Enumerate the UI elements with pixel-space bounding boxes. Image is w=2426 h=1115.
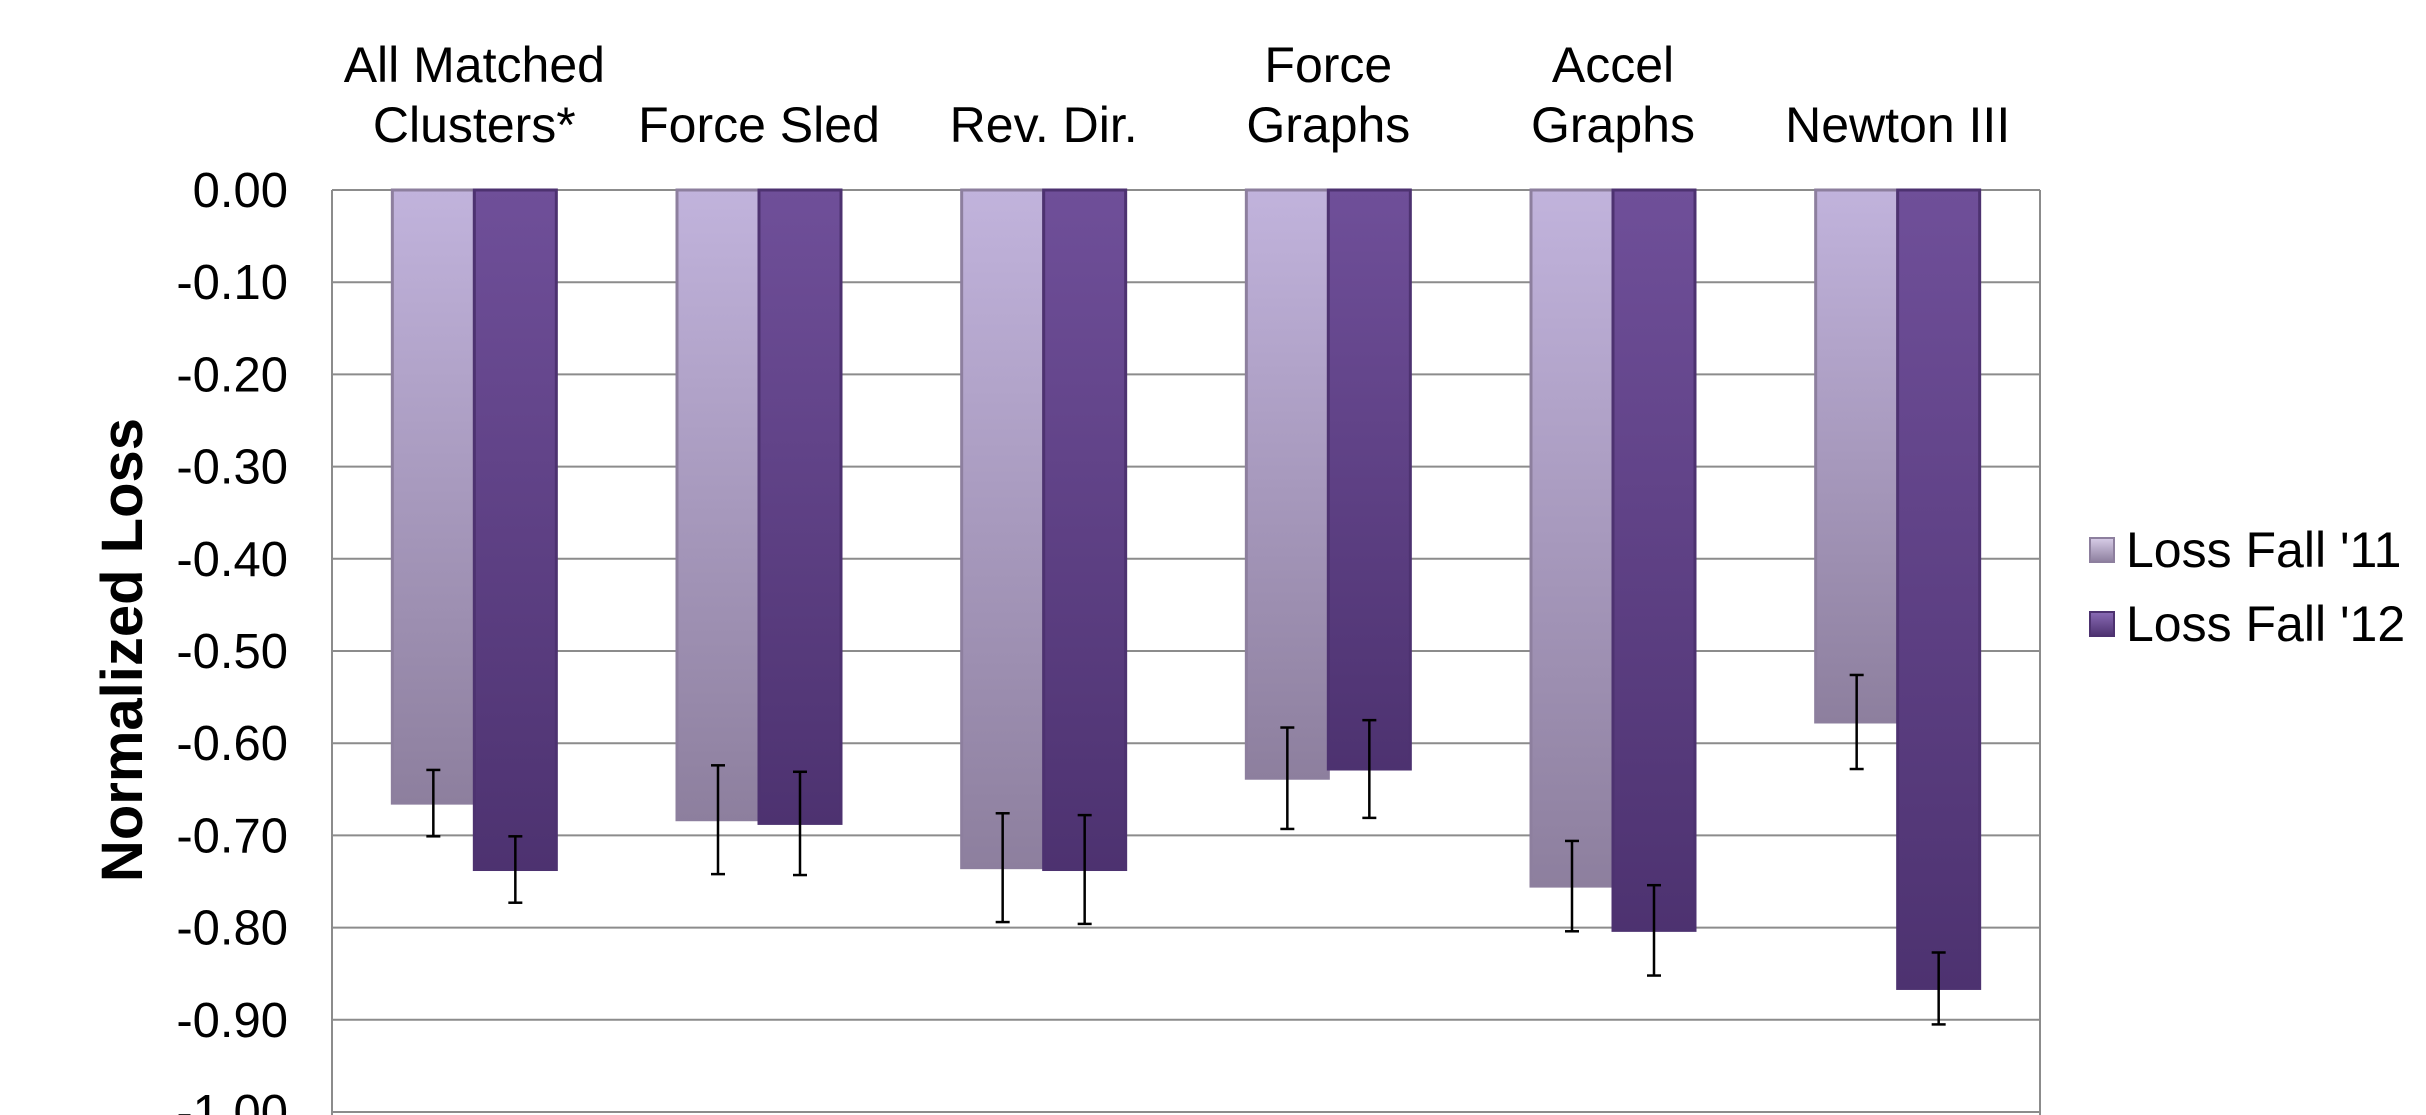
bar-0-3 bbox=[1244, 188, 1330, 780]
bar-0-2 bbox=[960, 188, 1046, 870]
legend-swatch-0 bbox=[2089, 537, 2115, 563]
category-label-0: All Matched bbox=[344, 37, 605, 93]
y-tick-label: -0.80 bbox=[176, 902, 288, 956]
bar-0-5 bbox=[1814, 188, 1900, 724]
category-label-3: Force bbox=[1264, 37, 1392, 93]
category-label-4: Accel bbox=[1552, 37, 1674, 93]
category-label-1: Force Sled bbox=[638, 97, 880, 153]
category-label-5: Newton III bbox=[1785, 97, 2010, 153]
y-tick-label: -1.00 bbox=[176, 1086, 288, 1115]
y-tick-label: -0.60 bbox=[176, 717, 288, 771]
category-label-4: Graphs bbox=[1531, 97, 1695, 153]
plot-frame bbox=[331, 190, 2041, 1115]
y-tick-label: -0.70 bbox=[176, 809, 288, 863]
bars bbox=[390, 188, 1982, 990]
legend-swatch-1 bbox=[2089, 611, 2115, 637]
y-tick-label: -0.30 bbox=[176, 441, 288, 495]
error-bars bbox=[426, 673, 1946, 1026]
bar-1-3 bbox=[1326, 188, 1412, 771]
category-label-2: Rev. Dir. bbox=[950, 97, 1138, 153]
bar-1-2 bbox=[1042, 188, 1128, 872]
bar-1-4 bbox=[1611, 188, 1697, 932]
y-tick-label: -0.50 bbox=[176, 625, 288, 679]
legend-entry-1: Loss Fall '12 bbox=[2126, 596, 2405, 652]
bar-1-0 bbox=[472, 188, 558, 872]
y-tick-label: -0.40 bbox=[176, 533, 288, 587]
bar-0-1 bbox=[675, 188, 761, 822]
legend-entry-0: Loss Fall '11 bbox=[2126, 522, 2401, 578]
bar-1-1 bbox=[757, 188, 843, 825]
bar-1-5 bbox=[1896, 188, 1982, 990]
y-tick-label: 0.00 bbox=[193, 164, 288, 218]
y-tick-label: -0.10 bbox=[176, 256, 288, 310]
category-label-0: Clusters* bbox=[373, 97, 576, 153]
bar-0-0 bbox=[390, 188, 476, 805]
y-tick-labels: 0.00 -0.10 -0.20 -0.30 -0.40 -0.50 -0.60 -0.70 -… bbox=[176, 164, 288, 1115]
category-label-3: Graphs bbox=[1246, 97, 1410, 153]
gridlines bbox=[332, 189, 2040, 1113]
y-tick-label: -0.20 bbox=[176, 348, 288, 402]
bar-0-4 bbox=[1529, 188, 1615, 888]
y-axis-label: Normalized Loss bbox=[90, 418, 155, 882]
y-tick-label: -0.90 bbox=[176, 994, 288, 1048]
legend: Loss Fall '11 Loss Fall '12 bbox=[2089, 522, 2405, 652]
